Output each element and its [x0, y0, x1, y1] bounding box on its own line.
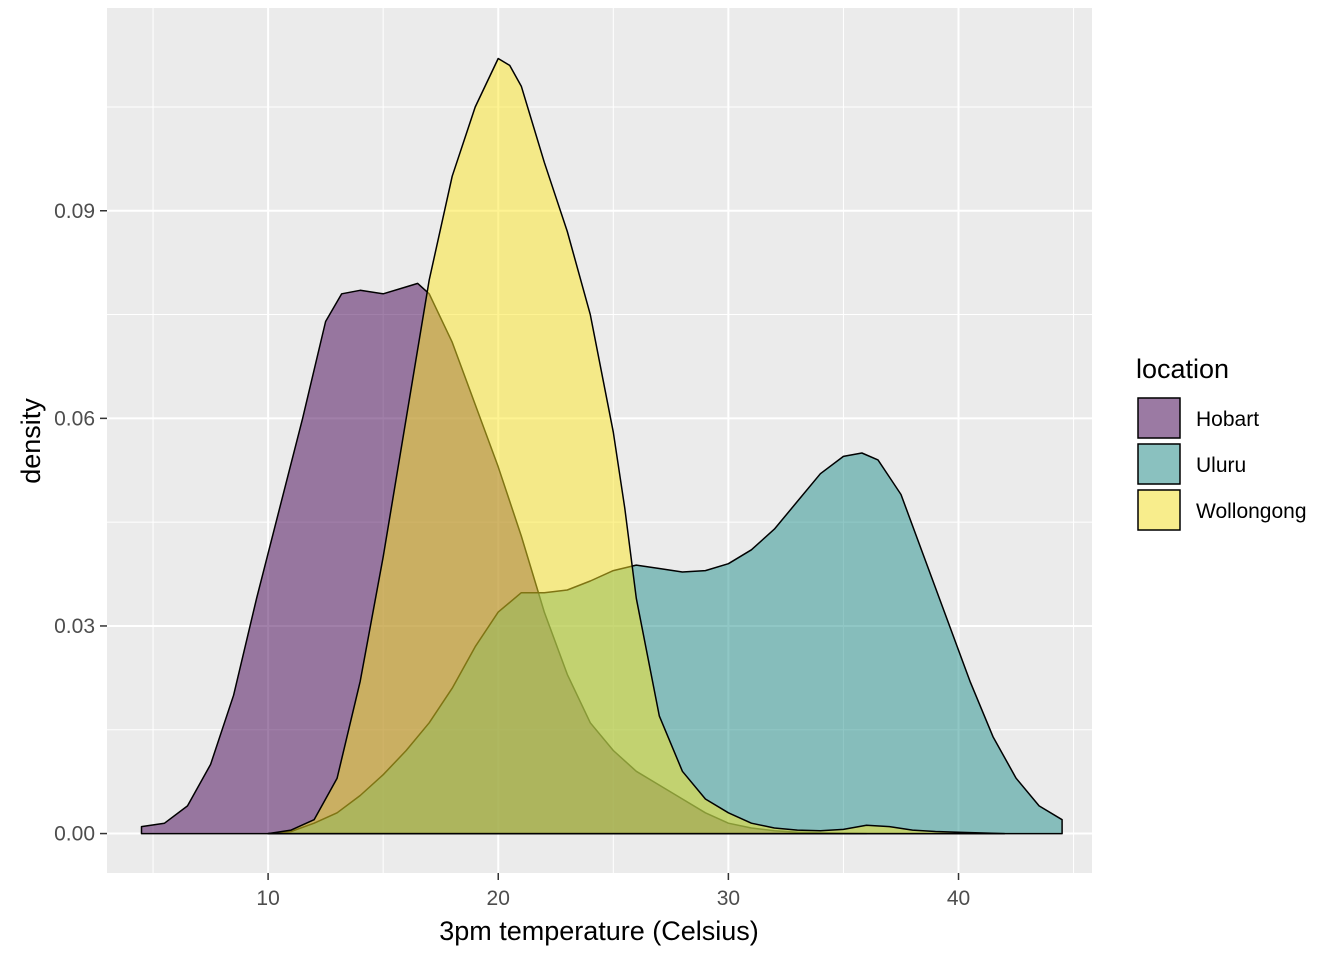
legend-swatch-wollongong [1137, 489, 1181, 531]
legend-keys: Hobart Uluru Wollongong [1137, 397, 1307, 531]
y-tick-label: 0.06 [54, 407, 95, 430]
legend-label-hobart: Hobart [1196, 408, 1259, 431]
legend: location Hobart Uluru Wollongong [1136, 354, 1307, 531]
x-axis-label: 3pm temperature (Celsius) [439, 916, 759, 946]
x-tick-label: 30 [717, 887, 740, 910]
legend-label-wollongong: Wollongong [1196, 500, 1307, 523]
x-tick-label: 10 [256, 887, 279, 910]
legend-title: location [1136, 354, 1229, 384]
legend-swatch-uluru [1137, 443, 1181, 485]
x-tick-label: 40 [947, 887, 970, 910]
x-tick-label: 20 [487, 887, 510, 910]
y-tick-label: 0.09 [54, 200, 95, 223]
density-curves [140, 57, 1063, 835]
y-tick-label: 0.03 [54, 615, 95, 638]
legend-swatch-hobart [1137, 397, 1181, 439]
y-axis-label: density [16, 398, 46, 484]
y-axis-ticks: 0.00 0.03 0.06 0.09 [54, 200, 107, 846]
y-tick-label: 0.00 [54, 823, 95, 846]
density-area-wollongong [267, 57, 1006, 835]
x-axis-ticks: 10 20 30 40 [256, 873, 970, 910]
legend-label-uluru: Uluru [1196, 454, 1246, 477]
